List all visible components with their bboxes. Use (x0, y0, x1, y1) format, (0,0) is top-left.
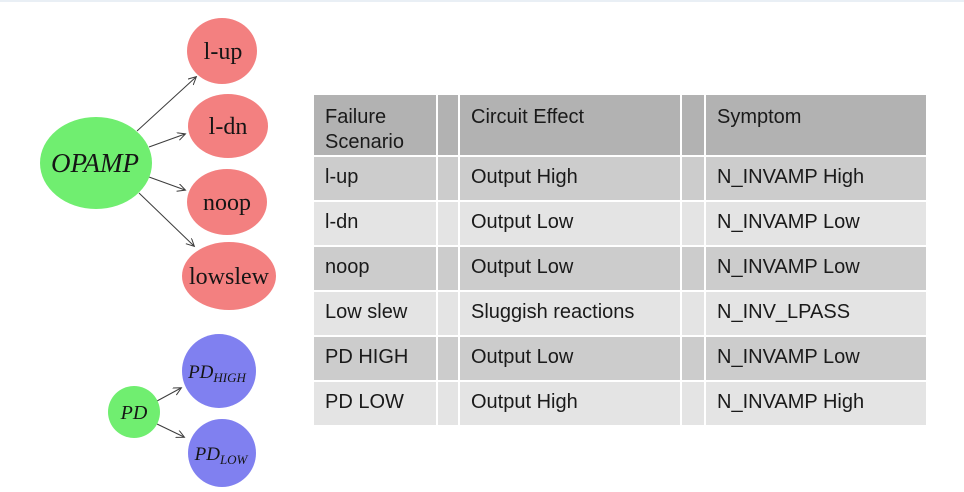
row-spacer (438, 247, 458, 290)
edge-pd-pdhigh (156, 388, 181, 402)
node-opamp-label: OPAMP (51, 148, 139, 178)
cell-scenario-pdhigh: PD HIGH (314, 337, 436, 380)
edge-opamp-lup (136, 77, 196, 132)
cell-symptom-pdhigh: N_INVAMP Low (706, 337, 926, 380)
node-pdlow-label: PDLOW (194, 444, 249, 467)
row-spacer (682, 382, 704, 425)
cell-symptom-lup: N_INVAMP High (706, 157, 926, 200)
cell-effect-pdhigh: Output Low (460, 337, 680, 380)
row-spacer (682, 202, 704, 245)
row-spacer (682, 157, 704, 200)
node-noop-label: noop (203, 190, 251, 216)
node-pdhigh-label-sub: HIGH (212, 370, 246, 385)
fault-tree-diagram: OPAMP l-up l-dn noop lowslew PD PDHIGH P… (40, 18, 276, 487)
diagram-edges (136, 77, 196, 437)
cell-effect-ldn: Output Low (460, 202, 680, 245)
node-ldn-label: l-dn (209, 114, 248, 140)
row-spacer (438, 337, 458, 380)
diagram-node-labels: OPAMP l-up l-dn noop lowslew PD PDHIGH P… (51, 39, 270, 467)
row-spacer (438, 157, 458, 200)
node-pdlow-circle (188, 419, 256, 487)
node-pdhigh-label: PDHIGH (187, 362, 246, 385)
cell-scenario-lup: l-up (314, 157, 436, 200)
row-spacer (682, 337, 704, 380)
column-header-circuit-effect: Circuit Effect (460, 95, 680, 155)
cell-scenario-lowslew: Low slew (314, 292, 436, 335)
node-pd-label: PD (120, 402, 148, 424)
edge-pd-pdlow (156, 423, 184, 437)
cell-scenario-ldn: l-dn (314, 202, 436, 245)
cell-effect-noop: Output Low (460, 247, 680, 290)
node-lup-label: l-up (204, 39, 243, 65)
cell-symptom-ldn: N_INVAMP Low (706, 202, 926, 245)
node-opamp-ellipse (40, 117, 152, 209)
node-lowslew-label: lowslew (189, 264, 270, 290)
node-lup-ellipse (187, 18, 257, 84)
edge-opamp-noop (148, 176, 185, 190)
row-spacer (682, 247, 704, 290)
node-pdhigh-circle (182, 334, 256, 408)
cell-symptom-noop: N_INVAMP Low (706, 247, 926, 290)
edge-opamp-lowslew (138, 192, 194, 246)
edge-opamp-ldn (148, 134, 185, 148)
node-pdhigh-label-base: PD (187, 362, 214, 383)
cell-symptom-pdlow: N_INVAMP High (706, 382, 926, 425)
node-pdlow-label-base: PD (194, 444, 221, 465)
column-header-failure-scenario: Failure Scenario (314, 95, 436, 155)
row-spacer (438, 382, 458, 425)
node-pd-circle (108, 386, 160, 438)
failure-scenario-table: Failure Scenario Circuit Effect Symptom … (314, 95, 926, 425)
node-noop-ellipse (187, 169, 267, 235)
cell-effect-lowslew: Sluggish reactions (460, 292, 680, 335)
cell-symptom-lowslew: N_INV_LPASS (706, 292, 926, 335)
cell-scenario-noop: noop (314, 247, 436, 290)
header-spacer-1 (438, 95, 458, 155)
node-lowslew-ellipse (182, 242, 276, 310)
header-spacer-2 (682, 95, 704, 155)
cell-scenario-pdlow: PD LOW (314, 382, 436, 425)
row-spacer (682, 292, 704, 335)
slide-top-border (0, 0, 964, 2)
row-spacer (438, 292, 458, 335)
cell-effect-pdlow: Output High (460, 382, 680, 425)
node-ldn-ellipse (188, 94, 268, 158)
row-spacer (438, 202, 458, 245)
cell-effect-lup: Output High (460, 157, 680, 200)
node-pdlow-label-sub: LOW (219, 452, 249, 467)
column-header-symptom: Symptom (706, 95, 926, 155)
